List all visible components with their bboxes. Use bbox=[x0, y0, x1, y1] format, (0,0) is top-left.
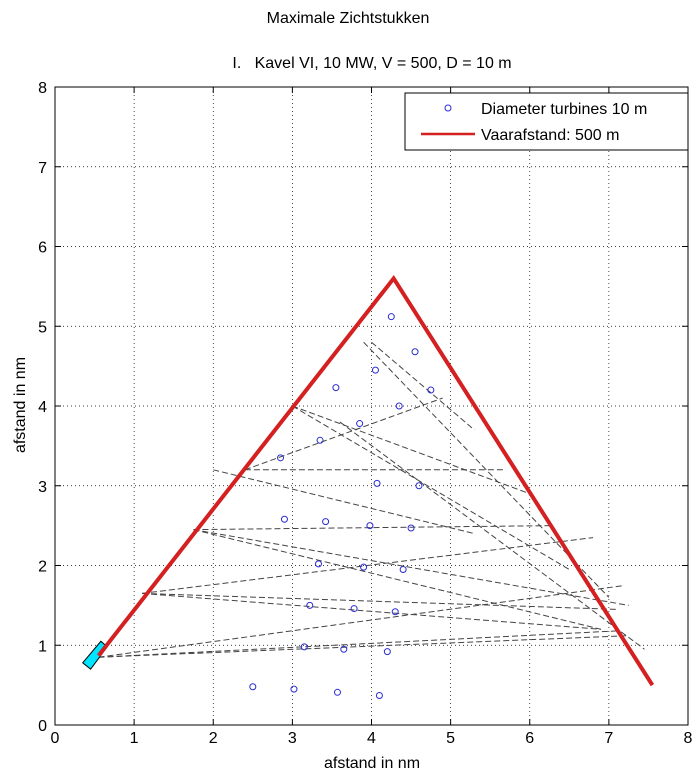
turbine-point bbox=[407, 524, 415, 532]
sight-line bbox=[141, 592, 602, 630]
x-tick-label: 2 bbox=[209, 730, 218, 747]
turbine-point bbox=[332, 384, 340, 392]
turbine-point bbox=[373, 479, 381, 487]
turbine-point bbox=[360, 563, 368, 571]
y-tick-label: 0 bbox=[38, 718, 47, 735]
sight-line bbox=[193, 529, 629, 606]
sight-line bbox=[371, 341, 475, 431]
sight-line bbox=[244, 397, 443, 471]
turbine-point bbox=[280, 515, 288, 523]
turbine-point bbox=[300, 643, 308, 651]
y-tick-label: 3 bbox=[38, 479, 47, 496]
sight-line bbox=[98, 584, 625, 658]
sight-line bbox=[98, 630, 617, 658]
legend: Diameter turbines 10 m Vaarafstand: 500 … bbox=[404, 92, 689, 151]
turbine-point bbox=[356, 420, 364, 428]
sight-line bbox=[339, 421, 645, 650]
sight-line bbox=[98, 635, 629, 658]
legend-label-turbines: Diameter turbines 10 m bbox=[481, 101, 647, 118]
cyan-marker bbox=[81, 640, 108, 670]
turbine-point bbox=[316, 436, 324, 444]
axis-ticks: 0 1 2 3 4 5 6 7 8 0 1 2 3 4 5 6 7 8 bbox=[38, 80, 692, 747]
turbine-point bbox=[399, 565, 407, 573]
sight-line bbox=[193, 529, 602, 630]
turbine-point bbox=[427, 386, 435, 394]
sight-line bbox=[141, 537, 594, 594]
turbine-point bbox=[314, 560, 322, 568]
sight-lines bbox=[98, 341, 645, 658]
chart-title: Maximale Zichtstukken bbox=[267, 10, 430, 27]
y-tick-label: 8 bbox=[38, 80, 47, 97]
cyan-polygon bbox=[81, 640, 108, 670]
legend-box bbox=[404, 92, 689, 151]
turbine-point bbox=[375, 691, 383, 699]
turbine-point bbox=[340, 645, 348, 653]
turbine-point bbox=[371, 366, 379, 374]
sight-line bbox=[363, 341, 610, 598]
turbine-point bbox=[395, 402, 403, 410]
vaarafstand-line bbox=[96, 274, 655, 687]
turbine-point bbox=[306, 601, 314, 609]
chart-subtitle: I. Kavel VI, 10 MW, V = 500, D = 10 m bbox=[232, 55, 511, 72]
turbine-point bbox=[366, 522, 374, 530]
legend-marker-icon bbox=[444, 104, 452, 112]
y-tick-label: 4 bbox=[38, 399, 47, 416]
turbine-point bbox=[333, 688, 341, 696]
y-tick-label: 2 bbox=[38, 559, 47, 576]
legend-label-vaarafstand: Vaarafstand: 500 m bbox=[481, 127, 619, 144]
y-tick-label: 7 bbox=[38, 160, 47, 177]
y-tick-label: 5 bbox=[38, 319, 47, 336]
grid bbox=[54, 86, 689, 726]
x-tick-label: 4 bbox=[367, 730, 376, 747]
x-tick-label: 5 bbox=[446, 730, 455, 747]
y-axis-label: afstand in nm bbox=[12, 357, 29, 453]
turbine-point bbox=[415, 482, 423, 490]
turbine-point bbox=[383, 648, 391, 656]
sight-line bbox=[193, 525, 554, 531]
x-tick-label: 8 bbox=[684, 730, 693, 747]
x-tick-label: 3 bbox=[288, 730, 297, 747]
turbine-point bbox=[387, 313, 395, 321]
turbine-point bbox=[391, 608, 399, 616]
turbine-point bbox=[277, 454, 285, 462]
y-tick-label: 6 bbox=[38, 240, 47, 257]
turbine-markers bbox=[249, 313, 435, 699]
turbine-point bbox=[322, 518, 330, 526]
turbine-point bbox=[411, 348, 419, 356]
x-axis-label: afstand in nm bbox=[324, 755, 420, 772]
sight-line bbox=[213, 469, 475, 535]
turbine-point bbox=[290, 685, 298, 693]
boundary-line bbox=[96, 274, 655, 687]
x-tick-label: 0 bbox=[51, 730, 60, 747]
turbine-point bbox=[350, 605, 358, 613]
sight-line bbox=[292, 405, 530, 495]
x-tick-label: 7 bbox=[604, 730, 613, 747]
x-tick-label: 6 bbox=[525, 730, 534, 747]
turbine-point bbox=[249, 683, 257, 691]
sight-line bbox=[142, 592, 617, 610]
x-tick-label: 1 bbox=[130, 730, 139, 747]
y-tick-label: 1 bbox=[38, 638, 47, 655]
